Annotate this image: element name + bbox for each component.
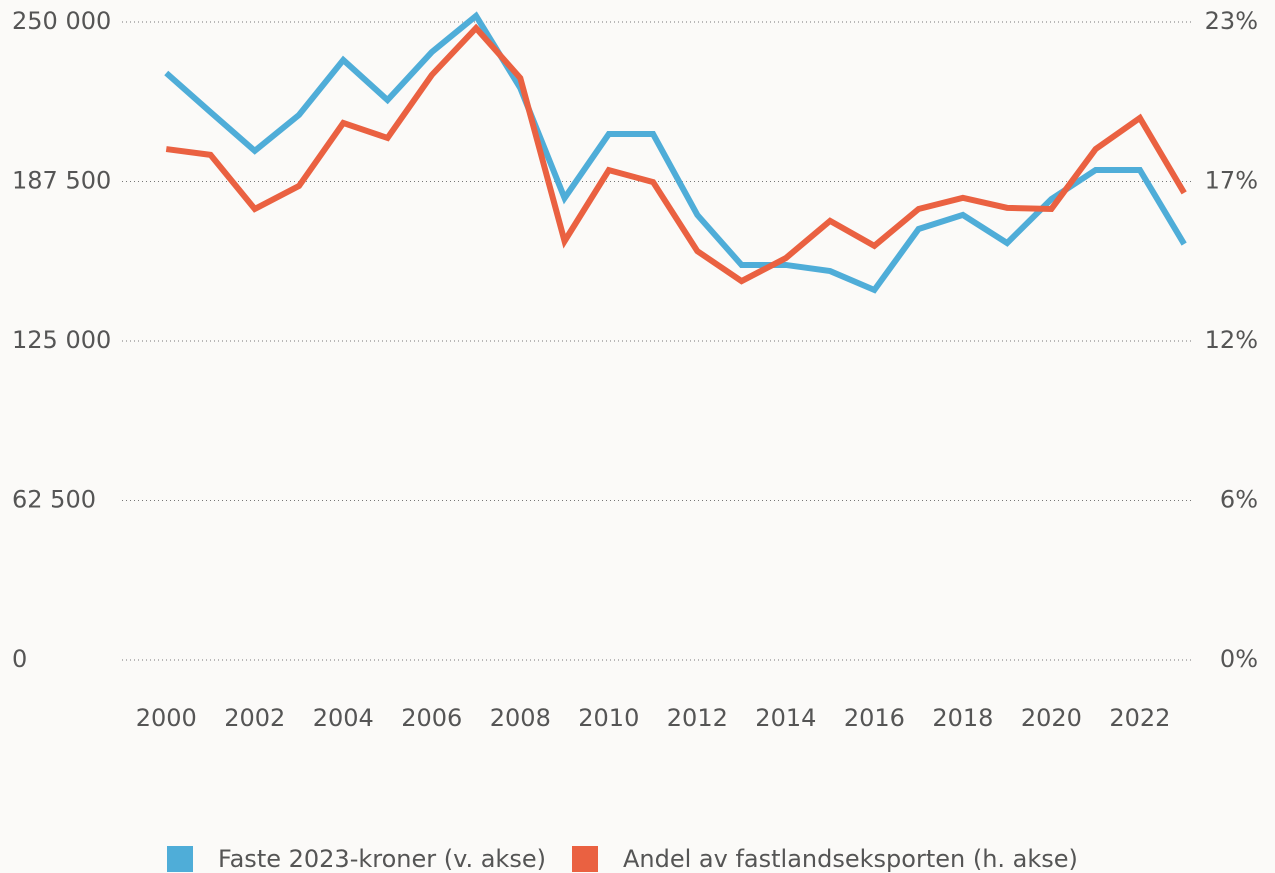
y-tick-label: 0 [12,645,27,673]
x-tick-label: 2014 [755,704,816,732]
legend-label: Faste 2023-kroner (v. akse) [218,845,546,873]
line-series [164,11,1187,294]
y2-tick-label: 17% [1205,167,1258,195]
legend-swatch [167,846,193,872]
x-tick-label: 2006 [401,704,462,732]
y2-tick-label: 0% [1220,645,1258,673]
y-tick-label: 125 000 [12,326,111,354]
y-tick-label: 62 500 [12,486,96,514]
y-tick-label: 187 500 [12,167,111,195]
x-tick-label: 2002 [224,704,285,732]
x-tick-label: 2008 [490,704,551,732]
x-tick-label: 2018 [932,704,993,732]
x-tick-label: 2020 [1021,704,1082,732]
y2-tick-label: 6% [1220,486,1258,514]
x-tick-label: 2010 [578,704,639,732]
y2-tick-label: 23% [1205,7,1258,35]
legend-label: Andel av fastlandseksporten (h. akse) [623,845,1078,873]
x-tick-label: 2000 [136,704,197,732]
y2-tick-label: 12% [1205,326,1258,354]
x-tick-label: 2012 [667,704,728,732]
legend-swatch [572,846,598,872]
y-tick-label: 250 000 [12,7,111,35]
x-tick-label: 2004 [313,704,374,732]
line-series [165,23,1187,285]
x-tick-label: 2022 [1109,704,1170,732]
x-tick-label: 2016 [844,704,905,732]
